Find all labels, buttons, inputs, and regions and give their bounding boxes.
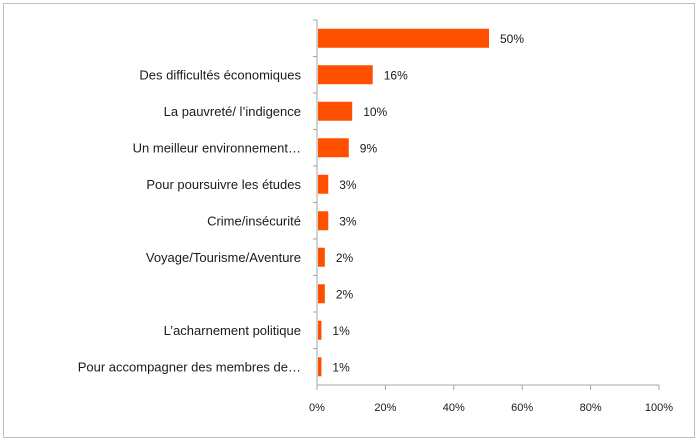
bar (318, 357, 322, 377)
bar (318, 284, 325, 304)
x-tick-label: 100% (645, 402, 673, 414)
bar (318, 138, 349, 158)
value-labels: 50% 16% 10% 9% 3% 3% 2% 2% 1% 1% (332, 32, 524, 375)
category-label: La pauvreté/ l’indigence (164, 104, 301, 119)
category-label: Un meilleur environnement… (133, 140, 301, 155)
value-label: 9% (360, 141, 378, 155)
category-label: L’acharnement politique (164, 323, 301, 338)
bar (318, 28, 489, 48)
value-label: 1% (332, 324, 350, 338)
bar (318, 211, 329, 231)
value-label: 1% (332, 360, 350, 374)
category-label: Voyage/Tourisme/Aventure (146, 250, 301, 265)
value-label: 3% (339, 214, 357, 228)
bar (318, 101, 353, 121)
value-label: 10% (363, 105, 387, 119)
value-label: 2% (336, 251, 354, 265)
bars-layer (318, 28, 489, 377)
value-label: 2% (336, 287, 354, 301)
value-label: 16% (384, 68, 408, 82)
bar (318, 174, 329, 194)
x-axis-ticks: 0% 20% 40% 60% 80% 100% (309, 19, 673, 414)
bar (318, 247, 325, 267)
x-tick-label: 20% (374, 402, 396, 414)
x-tick-label: 60% (511, 402, 533, 414)
category-labels: Des difficultés économiques La pauvreté/ … (78, 67, 302, 374)
x-tick-label: 40% (443, 402, 465, 414)
bar (318, 320, 322, 340)
category-label: Crime/insécurité (207, 213, 301, 228)
bar (318, 65, 373, 85)
category-label: Pour poursuivre les études (146, 177, 301, 192)
category-label: Des difficultés économiques (139, 67, 301, 82)
value-label: 50% (500, 32, 524, 46)
category-label: Pour accompagner des membres de… (78, 359, 301, 374)
x-tick-label: 0% (309, 402, 325, 414)
value-label: 3% (339, 178, 357, 192)
x-tick-label: 80% (580, 402, 602, 414)
